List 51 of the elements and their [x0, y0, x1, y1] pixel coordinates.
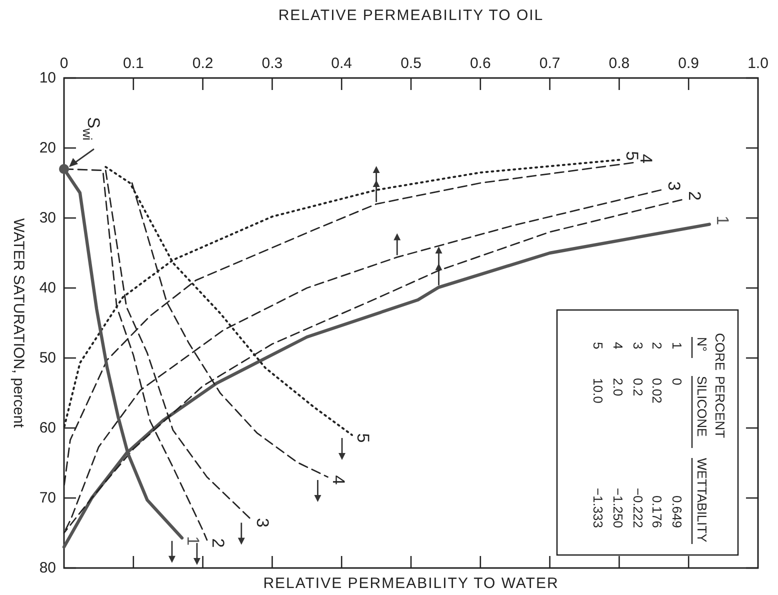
annotation: PERCENT [712, 376, 728, 438]
x-tick-label: 1.0 [748, 55, 768, 72]
x-tick-label: 0.8 [608, 55, 630, 72]
text: 2 [685, 191, 704, 201]
annotation: −0.222 [630, 488, 646, 528]
y-tick-label: 20 [39, 140, 56, 156]
x-tick-label: 0.1 [122, 55, 144, 72]
y-tick-label: 60 [39, 420, 56, 436]
text: 3 [252, 518, 272, 528]
y-axis-title: WATER SATURATION, percent [10, 218, 27, 429]
x-tick-label: 0.9 [678, 55, 700, 72]
text: 2 [208, 538, 228, 548]
annotation: 0.649 [670, 495, 684, 528]
annotation: 0.02 [650, 378, 664, 404]
annotation: WETTABILITY [694, 458, 710, 543]
x-tick-label: 0.6 [470, 55, 491, 72]
y-tick-label: 30 [39, 210, 56, 226]
x2-axis-title: RELATIVE PERMEABILITY TO WATER [263, 575, 559, 592]
annotation: N° [694, 337, 710, 352]
annotation: 5 [590, 342, 606, 350]
annotation: SILICONE [694, 376, 710, 438]
annotation: 0 [670, 378, 684, 386]
text: 5 [622, 151, 642, 161]
y-tick-label: 40 [39, 280, 56, 296]
x-axis-title: RELATIVE PERMEABILITY TO OIL [278, 7, 544, 24]
x-tick-label: 0 [60, 55, 68, 72]
text: 5 [354, 433, 373, 443]
y-tick-label: 80 [39, 560, 56, 576]
y-tick-label: 70 [39, 490, 56, 506]
annotation: CORE [712, 333, 728, 371]
x-tick-label: 0.2 [192, 55, 214, 72]
y-tick-label: 50 [39, 350, 56, 366]
annotation: 0.2 [630, 378, 646, 396]
annotation: 10.0 [590, 378, 606, 404]
text: 4 [329, 475, 348, 485]
annotation: 4 [610, 342, 626, 350]
x-tick-label: 0.5 [400, 55, 422, 72]
annotation: 3 [630, 342, 646, 350]
annotation: −1.250 [610, 488, 626, 528]
y-tick-label: 10 [39, 70, 56, 86]
text: 1 [183, 536, 202, 546]
annotation: 0.176 [650, 495, 664, 528]
annotation: −1.333 [590, 488, 606, 528]
annotation: 2.0 [610, 378, 626, 396]
annotation: 1 [670, 342, 684, 350]
annotation: 2 [650, 342, 664, 350]
x-tick-label: 0.3 [262, 55, 283, 72]
x-tick-label: 0.4 [331, 55, 352, 72]
text: 1 [712, 216, 732, 226]
text: 3 [664, 181, 684, 191]
x-tick-label: 0.7 [539, 55, 560, 72]
